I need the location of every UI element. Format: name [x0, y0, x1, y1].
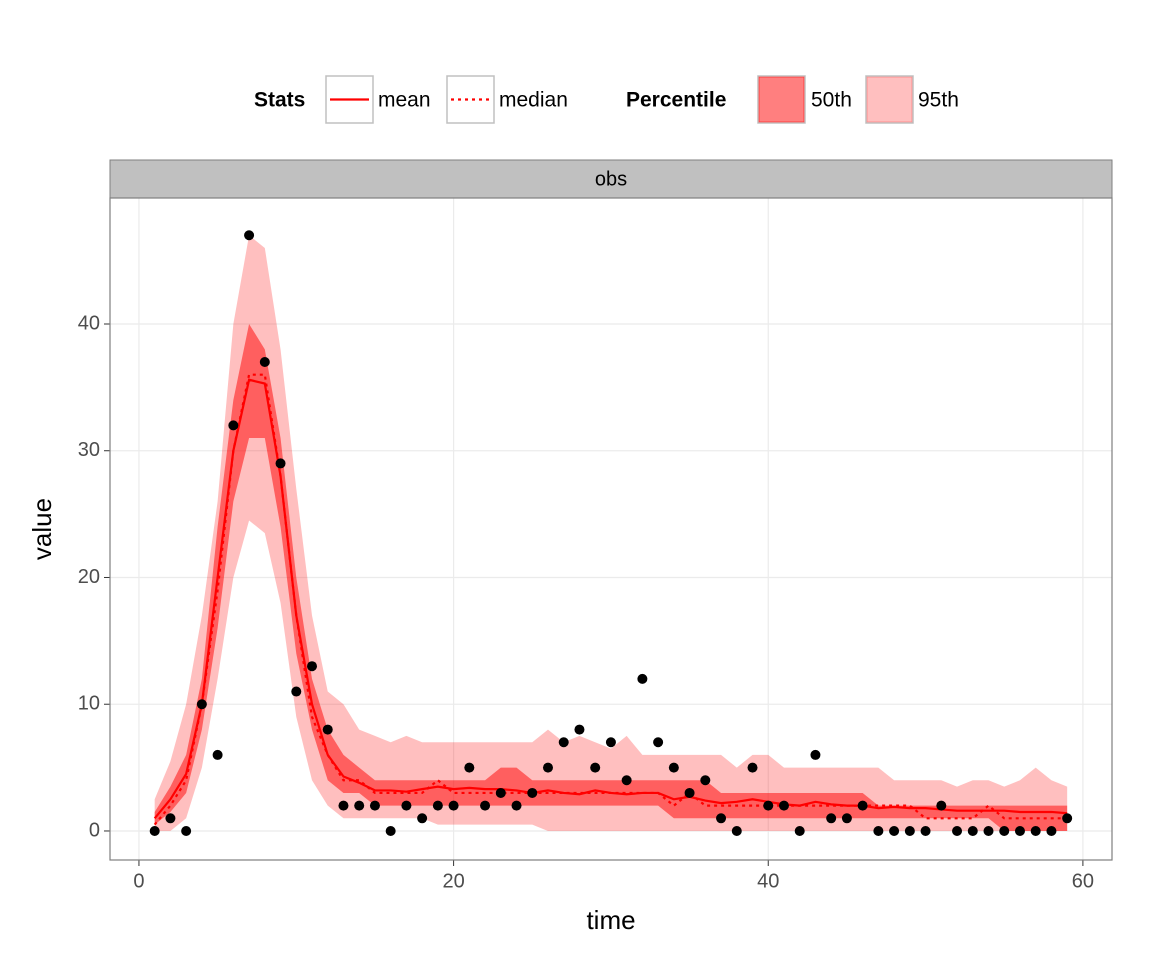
legend-title: Percentile	[626, 89, 726, 112]
observed-point	[307, 661, 318, 672]
facet-label: obs	[595, 168, 627, 190]
observed-point	[432, 800, 443, 811]
observed-point	[763, 800, 774, 811]
observed-point	[590, 762, 601, 773]
observed-point	[653, 737, 664, 748]
observed-point	[369, 800, 380, 811]
series-line	[153, 373, 1068, 826]
observed-point	[967, 825, 978, 836]
observed-point	[716, 813, 727, 824]
legend-label: 95th	[918, 89, 959, 112]
legend-key	[865, 75, 914, 124]
observed-point	[417, 813, 428, 824]
observed-point	[936, 800, 947, 811]
x-axis-title: time	[586, 905, 635, 935]
observed-point	[448, 800, 459, 811]
legend-swatch	[866, 76, 913, 123]
observed-point	[684, 787, 695, 798]
observed-point	[228, 420, 239, 431]
observed-point	[196, 699, 207, 710]
observed-point	[621, 775, 632, 786]
observed-point	[605, 737, 616, 748]
observed-point	[1014, 825, 1025, 836]
observed-point	[810, 749, 821, 760]
observed-point	[495, 787, 506, 798]
observed-point	[952, 825, 963, 836]
observed-point	[668, 762, 679, 773]
observed-point	[999, 825, 1010, 836]
observed-point	[291, 686, 302, 697]
x-tick-label: 20	[442, 870, 464, 892]
observed-point	[1030, 825, 1041, 836]
observed-point	[401, 800, 412, 811]
observed-point	[1046, 825, 1057, 836]
observed-point	[165, 813, 176, 824]
panel-background	[110, 198, 1112, 860]
x-tick-label: 0	[133, 870, 144, 892]
y-tick-label: 40	[78, 312, 100, 334]
panel-border	[109, 197, 1113, 861]
observed-point	[354, 800, 365, 811]
observed-point	[731, 825, 742, 836]
observed-point	[841, 813, 852, 824]
observed-point	[1062, 813, 1073, 824]
y-tick-label: 30	[78, 439, 100, 461]
x-tick-label: 40	[757, 870, 779, 892]
observed-point	[873, 825, 884, 836]
observed-point	[338, 800, 349, 811]
legend-title: Stats	[254, 89, 305, 112]
y-tick-label: 0	[89, 819, 100, 841]
observed-point	[149, 825, 160, 836]
legend-swatch	[758, 76, 805, 123]
observed-point	[983, 825, 994, 836]
legend-label: median	[499, 89, 568, 112]
observed-point	[259, 357, 270, 368]
observed-point	[747, 762, 758, 773]
observed-point	[778, 800, 789, 811]
observed-point	[826, 813, 837, 824]
y-tick-label: 20	[78, 566, 100, 588]
percentile-band	[154, 323, 1068, 831]
observed-point	[480, 800, 491, 811]
panel	[110, 198, 1112, 860]
legend-label: 50th	[811, 89, 852, 112]
x-tick-label: 60	[1072, 870, 1094, 892]
percentile-band	[154, 235, 1068, 831]
facet-strip	[109, 159, 1113, 199]
observed-point	[700, 775, 711, 786]
observed-point	[464, 762, 475, 773]
observed-point	[322, 724, 333, 735]
observed-point	[857, 800, 868, 811]
observed-point	[385, 825, 396, 836]
observed-point	[904, 825, 915, 836]
y-axis-title: value	[27, 498, 57, 560]
observed-point	[244, 230, 255, 241]
observed-point	[889, 825, 900, 836]
observed-point	[920, 825, 931, 836]
observed-point	[275, 458, 286, 469]
observed-point	[511, 800, 522, 811]
observed-point	[794, 825, 805, 836]
observed-point	[542, 762, 553, 773]
observed-point	[574, 724, 585, 735]
observed-point	[527, 787, 538, 798]
observed-point	[558, 737, 569, 748]
observed-point	[181, 825, 192, 836]
legend-label: mean	[378, 89, 431, 112]
observed-point	[637, 673, 648, 684]
y-tick-label: 10	[78, 693, 100, 715]
observed-point	[212, 749, 223, 760]
